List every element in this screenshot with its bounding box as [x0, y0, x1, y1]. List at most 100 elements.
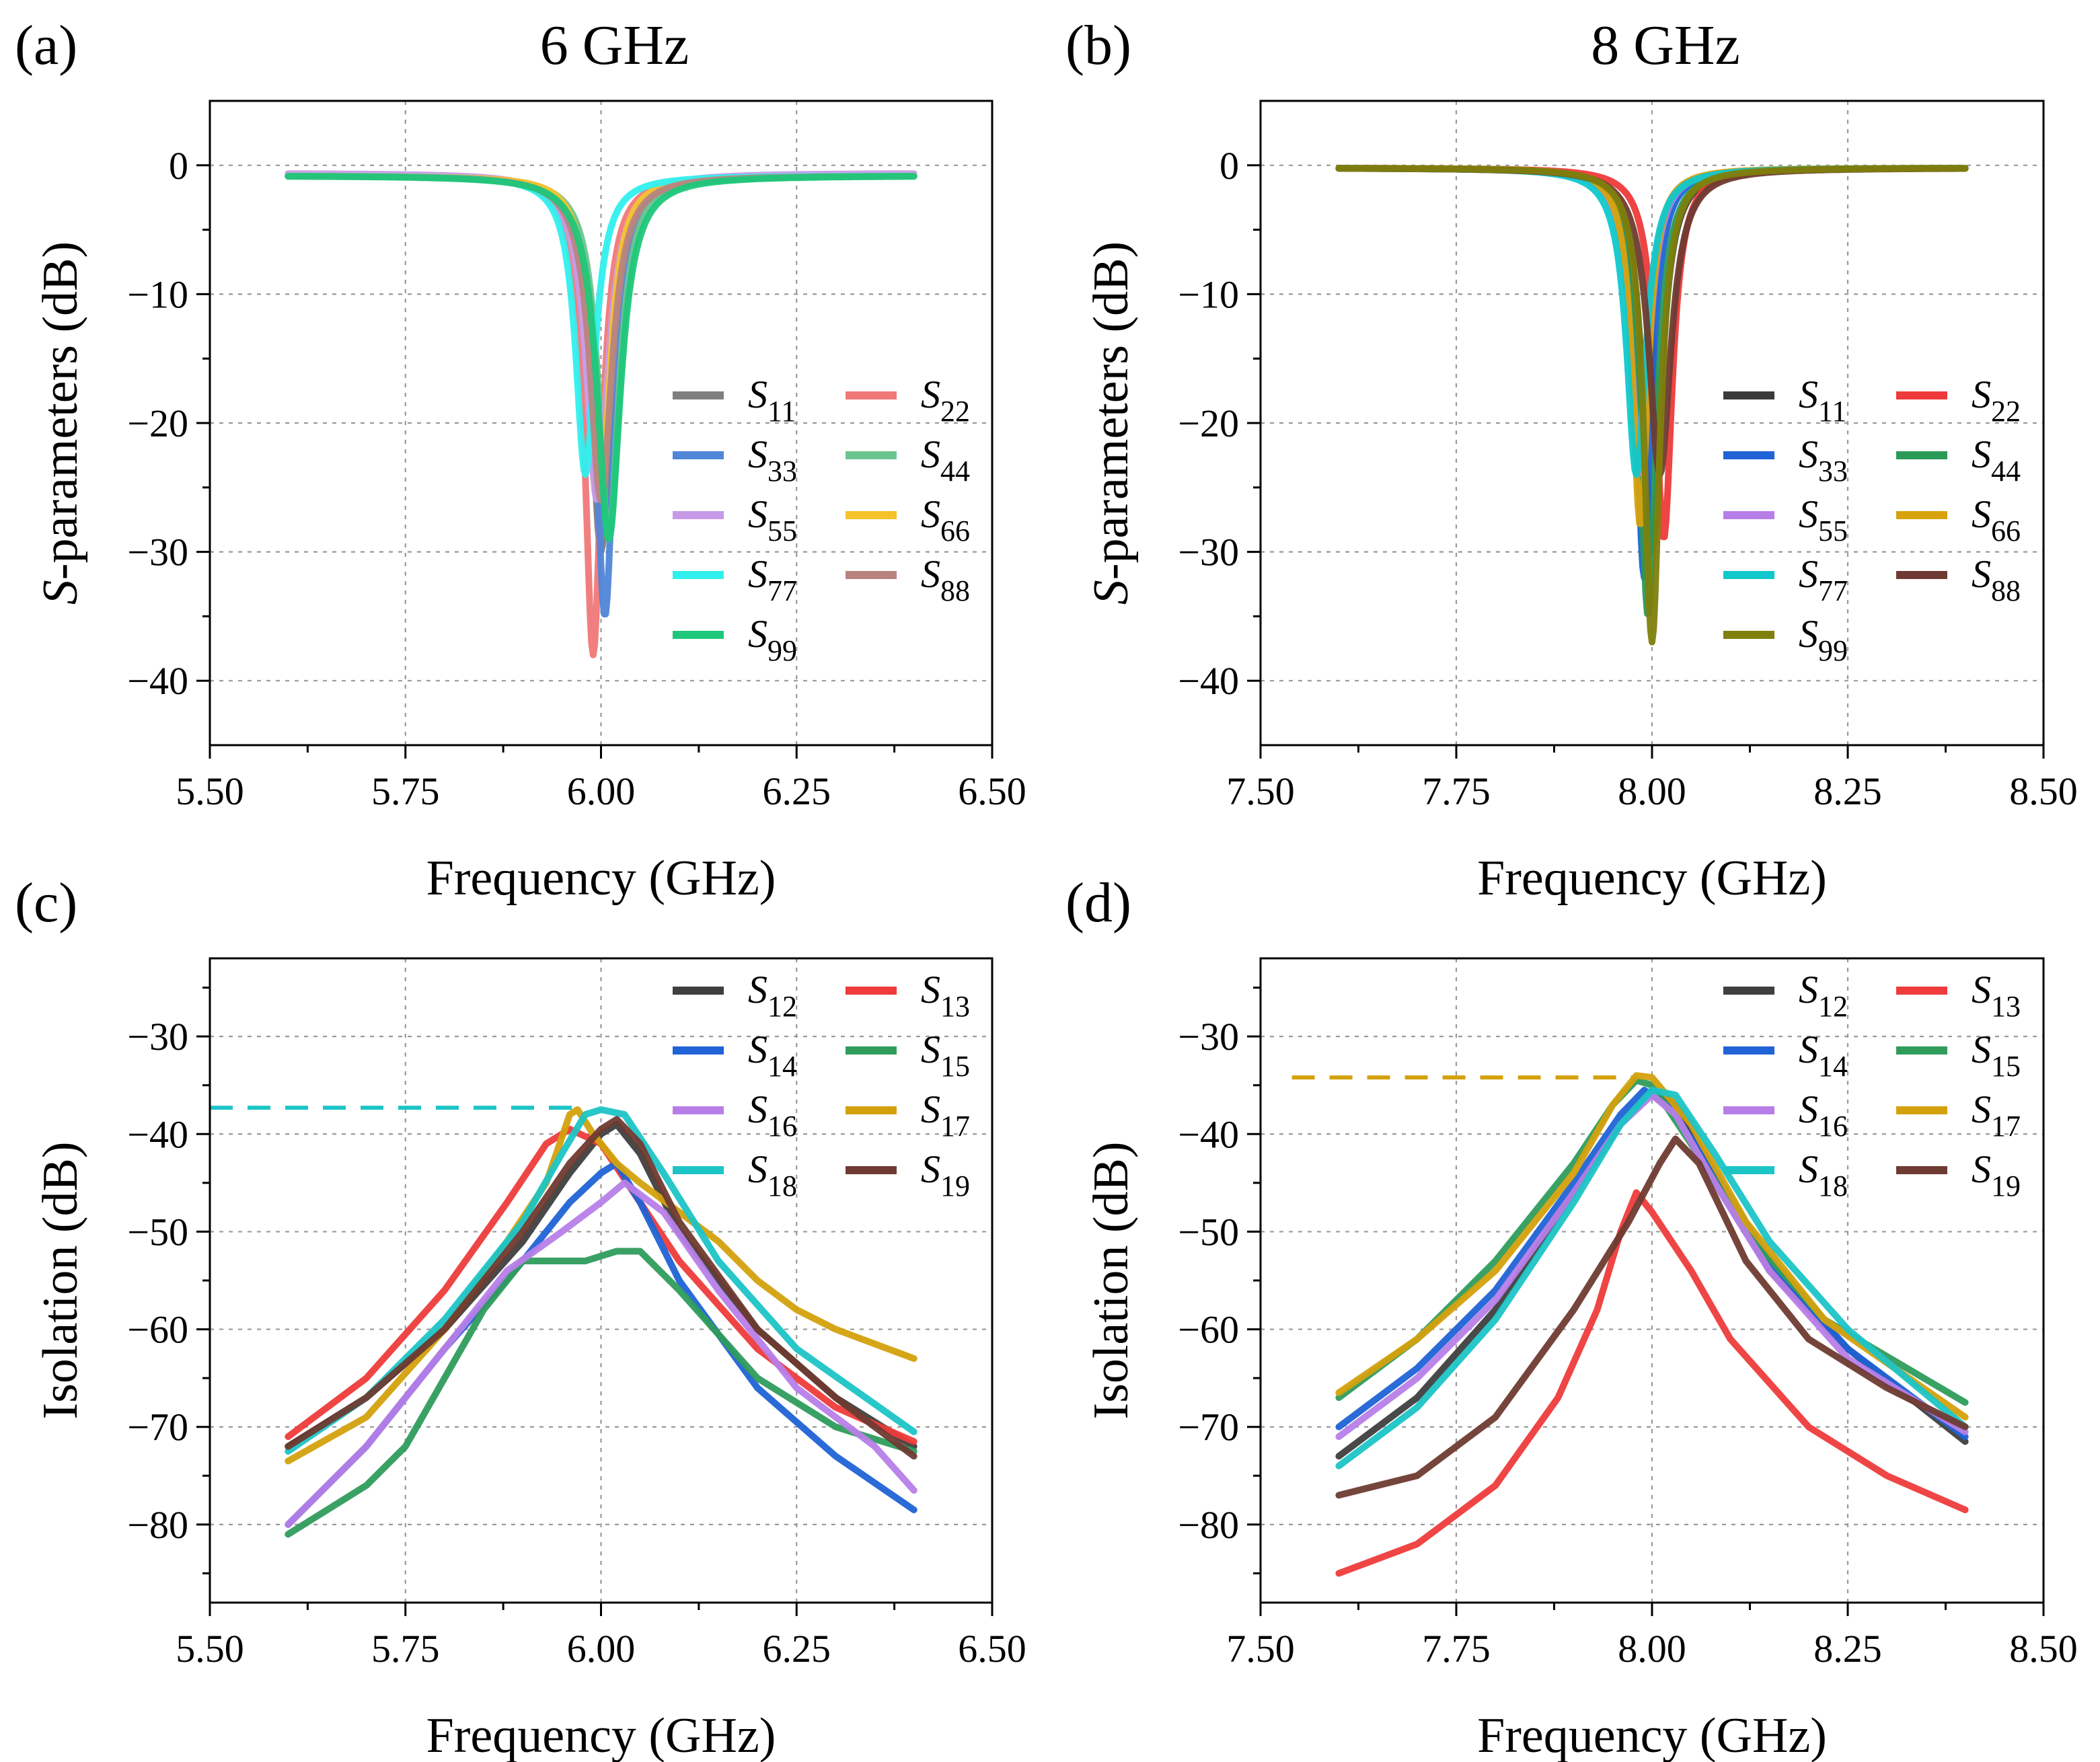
legend-label-S99: S99	[1799, 612, 1848, 667]
legend-label-S12: S12	[1799, 968, 1848, 1023]
legend-label-S44: S44	[1972, 432, 2021, 488]
panel-title: 8 GHz	[1591, 14, 1740, 77]
legend-label-symbol: S	[748, 1147, 767, 1191]
y-axis-title: Isolation (dB)	[33, 1141, 88, 1419]
x-tick-label: 8.25	[1813, 1627, 1882, 1671]
y-tick-label: −50	[1178, 1210, 1239, 1254]
x-tick-label: 6.00	[567, 769, 636, 813]
panel-label: (c)	[15, 872, 77, 934]
x-tick-label: 6.25	[763, 769, 831, 813]
y-tick-label: −60	[1178, 1308, 1239, 1352]
legend-label-symbol: S	[1799, 492, 1818, 536]
x-tick-label: 8.25	[1813, 769, 1882, 813]
series-line-S18	[285, 1106, 917, 1455]
x-axis-title: Frequency (GHz)	[426, 1708, 776, 1762]
x-axis-title: Frequency (GHz)	[426, 851, 776, 906]
series-line-S18	[1335, 1087, 1969, 1469]
x-tick-label: 7.50	[1226, 1627, 1295, 1671]
legend-label-symbol: S	[748, 373, 767, 416]
legend-label-S66: S66	[921, 492, 970, 547]
series-line-S19	[285, 1116, 917, 1460]
x-axis-title: Frequency (GHz)	[1477, 1708, 1827, 1762]
x-tick-label: 6.25	[763, 1627, 831, 1671]
legend-label-S11: S11	[748, 373, 796, 428]
x-tick-label: 5.50	[176, 1627, 244, 1671]
legend-label-subscript: 16	[1818, 1110, 1848, 1143]
legend-label-subscript: 18	[767, 1170, 797, 1202]
x-tick-label: 7.75	[1422, 769, 1491, 813]
legend-label-subscript: 44	[940, 455, 970, 488]
legend-label-S15: S15	[921, 1028, 970, 1083]
legend-label-subscript: 11	[767, 395, 796, 428]
y-axis-title-italic: S	[33, 580, 88, 605]
legend-label-S22: S22	[921, 373, 970, 428]
x-tick-label: 8.00	[1618, 1627, 1686, 1671]
legend-label-symbol: S	[1799, 373, 1818, 416]
legend-label-subscript: 12	[1818, 990, 1848, 1023]
legend-label-symbol: S	[921, 1028, 940, 1071]
legend-label-subscript: 22	[940, 395, 970, 428]
y-tick-label: −30	[1178, 531, 1239, 574]
legend-label-subscript: 19	[1991, 1170, 2021, 1202]
y-tick-label: −20	[127, 401, 188, 445]
legend-label-S55: S55	[1799, 492, 1848, 547]
legend-label-S33: S33	[748, 432, 797, 488]
legend-label-S22: S22	[1972, 373, 2021, 428]
legend-label-symbol: S	[1972, 1147, 1991, 1191]
legend-label-S19: S19	[921, 1147, 970, 1202]
x-tick-label: 6.50	[958, 1627, 1026, 1671]
legend-label-subscript: 13	[1991, 990, 2021, 1023]
legend-label-S13: S13	[921, 968, 970, 1023]
legend-label-symbol: S	[748, 552, 767, 596]
panel-label: (b)	[1065, 14, 1131, 77]
y-axis-title: Isolation (dB)	[1084, 1141, 1139, 1419]
series-group	[285, 1106, 917, 1538]
y-tick-label: −80	[127, 1503, 188, 1547]
legend-label-symbol: S	[1972, 1028, 1991, 1071]
legend-label-subscript: 55	[1818, 514, 1848, 547]
series-group	[1335, 1072, 1969, 1577]
panel-label: (a)	[15, 14, 77, 77]
legend-label-symbol: S	[921, 373, 940, 416]
x-tick-label: 7.50	[1226, 769, 1295, 813]
legend-label-symbol: S	[921, 1147, 940, 1191]
x-tick-label: 6.50	[958, 769, 1026, 813]
legend-label-symbol: S	[921, 1087, 940, 1131]
legend-label-subscript: 66	[940, 514, 970, 547]
y-tick-label: −40	[127, 1112, 188, 1156]
legend-label-subscript: 99	[1818, 634, 1848, 667]
y-tick-label: −80	[1178, 1503, 1239, 1547]
legend-label-S15: S15	[1972, 1028, 2021, 1083]
series-line-S99	[1335, 165, 1969, 646]
legend-label-subscript: 12	[767, 990, 797, 1023]
legend-label-symbol: S	[921, 432, 940, 476]
legend-label-symbol: S	[1972, 968, 1991, 1011]
legend-label-subscript: 33	[767, 455, 797, 488]
legend-label-S77: S77	[1799, 552, 1848, 607]
y-axis-title-italic: S	[1084, 580, 1139, 605]
legend-label-subscript: 15	[940, 1050, 970, 1083]
legend-label-subscript: 15	[1991, 1050, 2021, 1083]
legend-label-S55: S55	[748, 492, 797, 547]
legend-label-subscript: 17	[940, 1110, 970, 1143]
legend-label-symbol: S	[1972, 432, 1991, 476]
x-tick-label: 7.75	[1422, 1627, 1491, 1671]
series-line-S15	[285, 1248, 917, 1538]
panel-a: 5.50 5.75 6.00 6.25 6.50 0 −10 −20 −30 −40 Frequen…	[15, 14, 1026, 906]
legend-label-symbol: S	[921, 492, 940, 536]
y-axis-title: S-parameters (dB)	[33, 241, 88, 605]
legend-label-S14: S14	[1799, 1028, 1848, 1083]
series-line-S17	[1335, 1072, 1969, 1421]
legend-label-S88: S88	[1972, 552, 2021, 607]
y-tick-label: −40	[127, 659, 188, 703]
x-axis-title: Frequency (GHz)	[1477, 851, 1827, 906]
legend-label-symbol: S	[1799, 1028, 1818, 1071]
y-axis-title-text: -parameters (dB)	[1084, 241, 1139, 580]
legend-label-symbol: S	[1799, 1147, 1818, 1191]
legend-label-subscript: 33	[1818, 455, 1848, 488]
legend-label-subscript: 44	[1991, 455, 2021, 488]
y-tick-label: −60	[127, 1308, 188, 1352]
